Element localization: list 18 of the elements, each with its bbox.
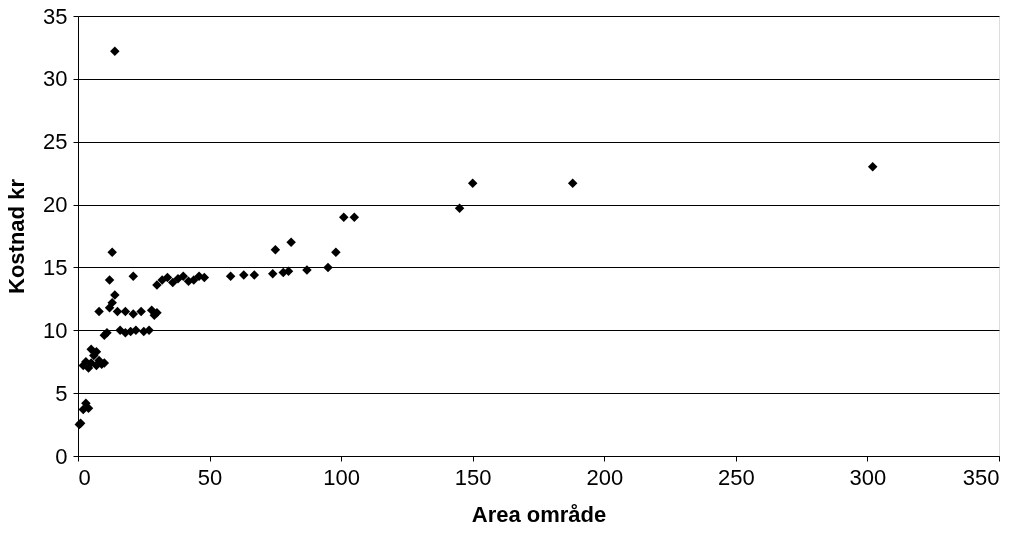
- x-tick-label: 150: [454, 464, 492, 490]
- x-tick-label: 50: [197, 464, 223, 490]
- y-tick-label: 0: [55, 443, 68, 469]
- x-tick-label: 0: [78, 464, 91, 490]
- y-tick-label: 10: [43, 317, 68, 343]
- y-tick-label: 30: [43, 66, 68, 92]
- x-tick-label: 300: [849, 464, 887, 490]
- y-tick-label: 35: [43, 3, 68, 29]
- x-tick-label: 200: [586, 464, 624, 490]
- x-axis-title: Area område: [471, 501, 607, 527]
- x-tick-label: 350: [962, 464, 1000, 490]
- y-tick-label: 15: [43, 254, 68, 280]
- x-tick-label: 250: [718, 464, 755, 490]
- y-tick-label: 5: [55, 380, 68, 406]
- y-tick-label: 20: [43, 192, 68, 218]
- y-axis-title: Kostnad kr: [4, 178, 30, 294]
- y-tick-label: 25: [43, 129, 68, 155]
- x-tick-label: 100: [323, 464, 360, 490]
